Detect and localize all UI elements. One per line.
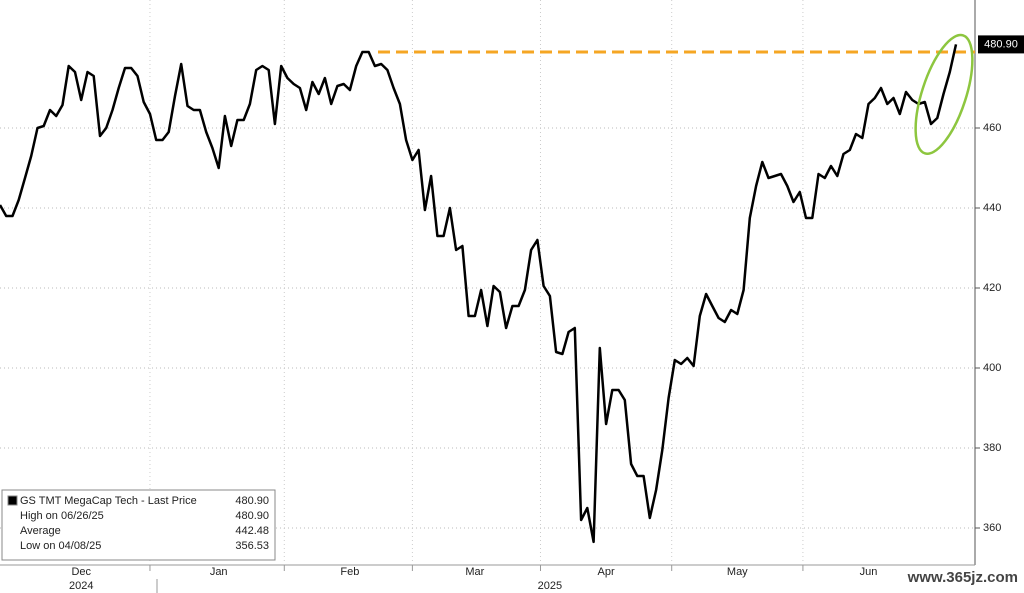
y-tick-label: 460 [983, 122, 1001, 134]
legend: GS TMT MegaCap Tech - Last Price 480.90 Hi… [1, 489, 276, 561]
last-price-tag [978, 35, 1024, 54]
legend-value: 480.90 [235, 510, 269, 522]
year-label: 2025 [538, 580, 562, 592]
legend-value: 480.90 [235, 495, 269, 507]
y-tick-label: 440 [983, 202, 1001, 214]
watermark: www.365jz.com [907, 569, 1018, 586]
legend-label: Average [20, 525, 61, 537]
price-line [0, 44, 958, 544]
legend-label: High on 06/26/25 [20, 510, 104, 522]
year-label: 2024 [69, 580, 93, 592]
last-price-label: 480.90 [984, 38, 1018, 50]
y-tick-label: 380 [983, 442, 1001, 454]
x-tick-label: Apr [598, 566, 615, 578]
legend-label: Low on 04/08/25 [20, 540, 101, 552]
x-tick-label: Jan [210, 566, 228, 578]
x-tick-label: Mar [465, 566, 484, 578]
x-tick-label: Jun [860, 566, 878, 578]
x-tick-label: Dec [71, 566, 91, 578]
x-tick-label: Feb [340, 566, 359, 578]
legend-value: 442.48 [235, 525, 269, 537]
legend-label: GS TMT MegaCap Tech - Last Price [20, 495, 197, 507]
legend-swatch [7, 495, 18, 506]
highlight-ellipse [914, 33, 974, 156]
legend-box [1, 489, 276, 561]
x-tick-label: May [727, 566, 748, 578]
legend-value: 356.53 [235, 540, 269, 552]
y-tick-label: 400 [983, 362, 1001, 374]
y-tick-label: 420 [983, 282, 1001, 294]
y-tick-label: 360 [983, 522, 1001, 534]
